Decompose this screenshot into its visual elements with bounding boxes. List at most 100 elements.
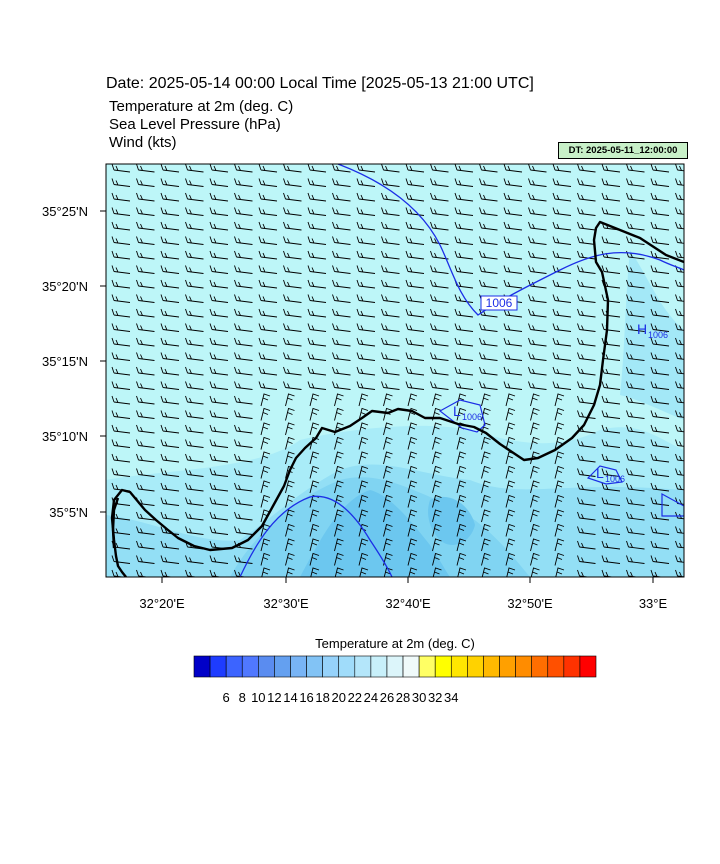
- wind-barb: [334, 407, 344, 421]
- wind-barb: [479, 265, 498, 274]
- colorbar-swatch: [209, 655, 227, 678]
- wind-barb: [381, 236, 400, 245]
- wind-barb: [675, 352, 684, 360]
- wind-barb: [185, 497, 204, 506]
- wind-barb: [650, 294, 670, 303]
- wind-barb: [626, 497, 645, 506]
- wind-barb: [234, 453, 253, 463]
- wind-barb: [577, 569, 592, 577]
- wind-barb: [577, 337, 596, 347]
- wind-barb: [626, 410, 645, 419]
- wind-barb: [111, 468, 131, 477]
- wind-barb: [601, 178, 621, 187]
- wind-barb: [479, 164, 498, 173]
- wind-barb: [479, 381, 498, 390]
- wind-barb: [454, 207, 474, 216]
- wind-barb: [432, 436, 442, 450]
- wind-barb: [505, 480, 516, 494]
- wind-barb: [601, 497, 621, 506]
- wind-barb: [332, 164, 351, 173]
- wind-barb: [457, 567, 467, 577]
- wind-barb: [334, 465, 344, 479]
- wind-barb: [185, 381, 204, 390]
- wind-barb: [307, 221, 327, 231]
- wind-barb: [626, 178, 645, 187]
- wind-barb: [454, 352, 474, 361]
- wind-barb: [650, 381, 670, 390]
- wind-barb: [258, 308, 278, 318]
- wind-barb: [307, 250, 327, 260]
- wind-barb: [675, 164, 684, 172]
- wind-barb: [432, 465, 442, 479]
- latitude-tick-labels: 35°25'N 35°20'N 35°15'N 35°10'N 35°5'N: [42, 204, 88, 520]
- wind-barb: [209, 526, 229, 535]
- wind-barb: [577, 511, 596, 521]
- wind-barb: [209, 265, 229, 274]
- wind-barb: [160, 366, 180, 376]
- wind-barb: [136, 381, 155, 390]
- wind-barb: [383, 422, 393, 436]
- wind-barb: [258, 381, 278, 390]
- wind-barb: [454, 308, 474, 318]
- wind-barb: [675, 366, 684, 375]
- wind-barb: [530, 494, 540, 508]
- wind-barb: [136, 279, 155, 289]
- wind-barb: [356, 236, 376, 245]
- wind-barb: [359, 567, 369, 577]
- wind-barb: [136, 308, 155, 318]
- wind-barb: [601, 482, 621, 492]
- variable-temperature-label: Temperature at 2m (deg. C): [109, 98, 294, 115]
- wind-barb: [334, 436, 344, 450]
- wind-barb: [111, 294, 131, 303]
- wind-barb: [407, 552, 418, 566]
- wind-barb: [454, 221, 474, 231]
- init-time-badge: DT: 2025-05-11_12:00:00: [558, 142, 688, 159]
- wind-barb: [650, 540, 670, 550]
- wind-barb: [358, 465, 369, 479]
- wind-barb: [309, 509, 320, 523]
- wind-barb: [554, 393, 565, 407]
- wind-barb: [381, 381, 400, 390]
- wind-barb: [260, 436, 271, 450]
- wind-barb: [160, 497, 180, 506]
- wind-barb: [577, 308, 596, 318]
- wind-barb: [675, 395, 684, 404]
- wind-barb: [209, 236, 229, 245]
- wind-barb: [552, 352, 572, 361]
- temperature-colorbar: [193, 655, 597, 678]
- wind-barb: [381, 323, 400, 332]
- figure-header: Date: 2025-05-14 00:00 Local Time [2025-…: [0, 0, 720, 160]
- wind-barb: [626, 323, 645, 332]
- wind-barb: [405, 308, 425, 318]
- wind-barb: [432, 567, 442, 577]
- wind-barb: [111, 410, 131, 419]
- wind-barb: [160, 569, 175, 577]
- wind-barb: [185, 265, 204, 274]
- wind-barb: [332, 279, 351, 289]
- wind-barb: [479, 192, 498, 202]
- wind-barb: [479, 236, 498, 245]
- wind-barb: [283, 265, 302, 274]
- wind-barb: [554, 407, 565, 421]
- wind-barb: [234, 511, 253, 521]
- colorbar-swatch: [274, 655, 291, 678]
- wind-barb: [432, 538, 442, 552]
- wind-barb: [650, 221, 670, 231]
- lon-label-1: 32°20'E: [139, 596, 185, 611]
- wind-barb: [185, 323, 204, 332]
- wind-barb: [650, 308, 670, 318]
- wind-barb: [234, 439, 253, 448]
- wind-barb: [432, 494, 442, 508]
- wind-barb: [136, 424, 155, 434]
- wind-barb: [430, 294, 449, 303]
- wind-barb: [675, 250, 684, 259]
- wind-barb: [136, 468, 155, 477]
- wind-barb: [209, 366, 229, 376]
- plot-frame: [105, 163, 685, 578]
- wind-barb: [136, 178, 155, 187]
- wind-barb: [185, 178, 204, 187]
- wind-barb: [675, 468, 684, 476]
- wind-barb: [356, 279, 376, 289]
- wind-barb: [530, 436, 540, 450]
- wind-barb: [552, 294, 572, 303]
